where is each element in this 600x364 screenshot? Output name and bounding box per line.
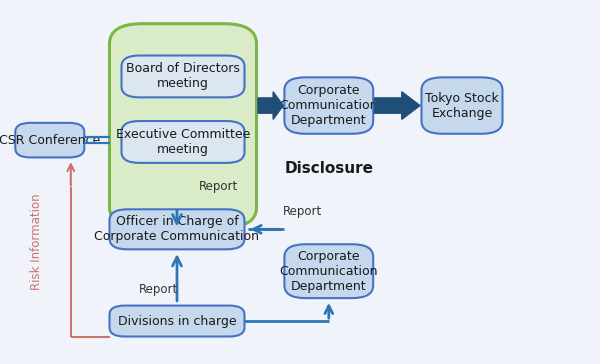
- FancyBboxPatch shape: [284, 78, 373, 134]
- Text: Risk Information: Risk Information: [29, 194, 43, 290]
- Text: Executive Committee
meeting: Executive Committee meeting: [116, 128, 250, 156]
- FancyBboxPatch shape: [16, 123, 85, 157]
- Text: Corporate
Communication
Department: Corporate Communication Department: [280, 84, 378, 127]
- Text: Board of Directors
meeting: Board of Directors meeting: [126, 63, 240, 90]
- FancyBboxPatch shape: [122, 55, 245, 97]
- FancyBboxPatch shape: [110, 209, 245, 249]
- FancyBboxPatch shape: [110, 306, 245, 336]
- Text: Tokyo Stock
Exchange: Tokyo Stock Exchange: [425, 92, 499, 119]
- FancyBboxPatch shape: [421, 78, 503, 134]
- FancyBboxPatch shape: [122, 121, 245, 163]
- Text: Corporate
Communication
Department: Corporate Communication Department: [280, 250, 378, 293]
- Text: Report: Report: [283, 205, 322, 218]
- Text: Officer in Charge of
Corporate Communication: Officer in Charge of Corporate Communica…: [95, 215, 260, 243]
- Text: Divisions in charge: Divisions in charge: [118, 314, 236, 328]
- FancyBboxPatch shape: [110, 24, 257, 228]
- Text: Report: Report: [199, 180, 238, 193]
- Polygon shape: [258, 92, 283, 119]
- Text: CSR Conference: CSR Conference: [0, 134, 100, 147]
- Text: Report: Report: [139, 283, 178, 296]
- FancyBboxPatch shape: [284, 244, 373, 298]
- Polygon shape: [374, 92, 420, 119]
- Text: Disclosure: Disclosure: [284, 161, 373, 176]
